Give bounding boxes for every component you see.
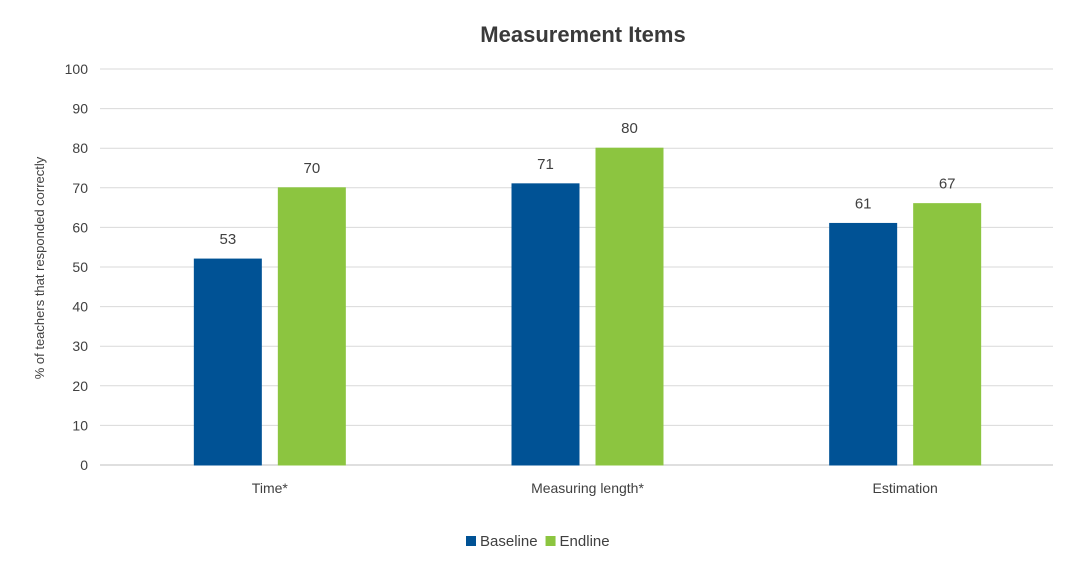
legend-label-baseline: Baseline	[480, 533, 538, 550]
bar-baseline-1	[511, 183, 580, 466]
bar-endline-2	[913, 203, 982, 466]
y-tick-label: 20	[72, 378, 88, 394]
x-category-label: Time*	[252, 480, 289, 496]
legend-swatch-endline	[545, 536, 556, 546]
legend-label-endline: Endline	[560, 533, 610, 550]
legend: Baseline Endline	[466, 533, 610, 550]
y-tick-label: 40	[72, 299, 88, 315]
y-axis-label: % of teachers that responded correctly	[32, 156, 47, 379]
bar-baseline-2	[829, 222, 898, 466]
bar-endline-0	[277, 187, 346, 466]
data-label: 71	[537, 156, 554, 173]
x-category-label: Estimation	[872, 480, 937, 496]
y-tick-label: 70	[72, 180, 88, 196]
data-label: 70	[303, 160, 320, 177]
y-axis-ticks: 0 10 20 30 40 50 60 70 80 90 100	[65, 61, 89, 473]
y-tick-label: 30	[72, 338, 88, 354]
y-tick-label: 0	[80, 457, 88, 473]
chart-title: Measurement Items	[480, 22, 685, 47]
x-category-label: Measuring length*	[531, 480, 644, 496]
data-label: 61	[855, 195, 872, 212]
x-axis-categories: Time* Measuring length* Estimation	[252, 480, 938, 496]
bar-baseline-0	[193, 258, 262, 466]
bars	[193, 147, 982, 466]
y-tick-label: 60	[72, 219, 88, 235]
y-tick-label: 90	[72, 101, 88, 117]
data-label: 67	[939, 176, 956, 193]
y-tick-label: 50	[72, 259, 88, 275]
data-labels: 53 70 71 80 61 67	[219, 120, 955, 248]
data-label: 53	[219, 231, 236, 248]
y-tick-label: 80	[72, 140, 88, 156]
y-tick-label: 100	[65, 61, 89, 77]
data-label: 80	[621, 120, 638, 137]
bar-endline-1	[595, 147, 664, 466]
legend-swatch-baseline	[466, 536, 476, 546]
y-tick-label: 10	[72, 417, 88, 433]
